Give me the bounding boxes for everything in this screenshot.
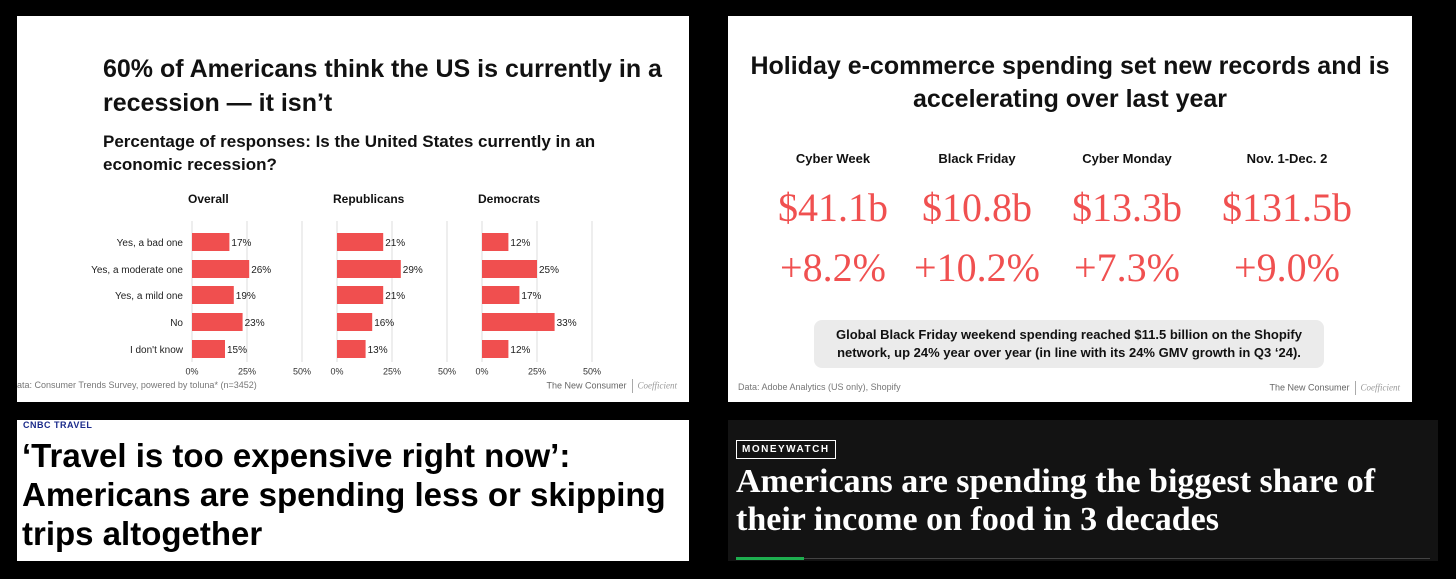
bar	[337, 260, 401, 278]
metric-change: +8.2%	[780, 245, 886, 290]
bar	[337, 286, 384, 304]
bar	[482, 313, 555, 331]
cnbc-headline-panel: CNBC TRAVEL ‘Travel is too expensive rig…	[17, 420, 689, 561]
tick-label: 25%	[383, 366, 401, 376]
tick-label: 0%	[475, 366, 488, 376]
brand-name: The New Consumer	[1269, 382, 1350, 393]
data-label: 12%	[510, 345, 530, 356]
data-label: 19%	[236, 291, 256, 302]
data-label: 29%	[403, 265, 423, 276]
series-header: Republicans	[333, 192, 405, 206]
brand-name-secondary: Coefficient	[637, 380, 678, 391]
metric-label: Black Friday	[938, 151, 1016, 166]
cnbc-section-tag[interactable]: CNBC TRAVEL	[23, 420, 93, 430]
metric-value: $131.5b	[1222, 185, 1352, 230]
metric-nov-dec: Nov. 1-Dec. 2 $131.5b +9.0%	[1212, 148, 1362, 292]
category-label: Yes, a mild one	[115, 291, 183, 302]
tick-label: 25%	[238, 366, 256, 376]
brand-name-secondary: Coefficient	[1360, 382, 1401, 393]
bar	[337, 233, 384, 251]
tick-label: 50%	[438, 366, 456, 376]
category-label: I don't know	[130, 345, 184, 356]
metric-cyber-monday: Cyber Monday $13.3b +7.3%	[1052, 148, 1202, 292]
metric-value: $10.8b	[922, 185, 1032, 230]
data-label: 21%	[385, 291, 405, 302]
tick-label: 50%	[583, 366, 601, 376]
category-label: Yes, a moderate one	[91, 265, 183, 276]
brand-divider	[631, 379, 633, 393]
ecommerce-title: Holiday e-commerce spending set new reco…	[750, 52, 1390, 113]
bar	[192, 313, 243, 331]
bar	[337, 340, 366, 358]
series-header: Democrats	[478, 192, 540, 206]
divider-line	[736, 558, 1430, 559]
category-label: Yes, a bad one	[117, 238, 184, 249]
data-label: 26%	[251, 265, 271, 276]
ecommerce-panel: Holiday e-commerce spending set new reco…	[728, 16, 1412, 402]
bar	[482, 286, 520, 304]
bar	[192, 260, 250, 278]
metric-change: +7.3%	[1074, 245, 1180, 290]
bar	[192, 233, 230, 251]
metric-value: $41.1b	[778, 185, 888, 230]
metric-label: Nov. 1-Dec. 2	[1246, 151, 1328, 166]
brand-logo: The New Consumer Coefficient	[1269, 381, 1400, 395]
tick-label: 0%	[330, 366, 343, 376]
metric-change: +9.0%	[1234, 245, 1340, 290]
series-header: Overall	[188, 192, 229, 206]
metric-black-friday: Black Friday $10.8b +10.2%	[902, 148, 1052, 292]
recession-bar-chart: Yes, a bad one Yes, a moderate one Yes, a …	[91, 192, 601, 376]
tick-label: 50%	[293, 366, 311, 376]
recession-survey-panel: 60% of Americans think the US is current…	[17, 16, 689, 402]
chart-title: 60% of Americans think the US is current…	[103, 55, 662, 117]
metric-cyber-week: Cyber Week $41.1b +8.2%	[758, 148, 908, 292]
metric-change: +10.2%	[914, 245, 1040, 290]
bar	[192, 340, 225, 358]
cnbc-headline[interactable]: ‘Travel is too expensive right now’: Ame…	[22, 437, 666, 552]
shopify-callout: Global Black Friday weekend spending rea…	[814, 320, 1324, 368]
data-label: 16%	[374, 318, 394, 329]
moneywatch-badge[interactable]: MONEYWATCH	[736, 440, 836, 459]
ecommerce-source: Data: Adobe Analytics (US only), Shopify	[738, 382, 901, 392]
brand-name: The New Consumer	[546, 380, 627, 391]
accent-bar	[736, 557, 804, 560]
metric-label: Cyber Monday	[1082, 151, 1172, 166]
bar	[482, 340, 509, 358]
data-label: 17%	[231, 238, 251, 249]
chart-source: ata: Consumer Trends Survey, powered by …	[17, 380, 257, 390]
data-label: 33%	[557, 318, 577, 329]
data-label: 13%	[368, 345, 388, 356]
data-label: 23%	[245, 318, 265, 329]
tick-label: 25%	[528, 366, 546, 376]
moneywatch-headline[interactable]: Americans are spending the biggest share…	[736, 463, 1376, 538]
bar	[192, 286, 234, 304]
category-label: No	[170, 318, 183, 329]
data-label: 17%	[521, 291, 541, 302]
data-label: 15%	[227, 345, 247, 356]
metric-value: $13.3b	[1072, 185, 1182, 230]
data-label: 21%	[385, 238, 405, 249]
data-label: 25%	[539, 265, 559, 276]
brand-divider	[1354, 381, 1356, 395]
brand-logo: The New Consumer Coefficient	[546, 379, 677, 393]
metric-label: Cyber Week	[795, 151, 871, 166]
bar	[337, 313, 373, 331]
chart-subtitle: Percentage of responses: Is the United S…	[103, 132, 596, 174]
moneywatch-headline-panel: MONEYWATCH Americans are spending the bi…	[728, 420, 1438, 561]
tick-label: 0%	[185, 366, 198, 376]
data-label: 12%	[510, 238, 530, 249]
bar	[482, 233, 509, 251]
bar	[482, 260, 537, 278]
